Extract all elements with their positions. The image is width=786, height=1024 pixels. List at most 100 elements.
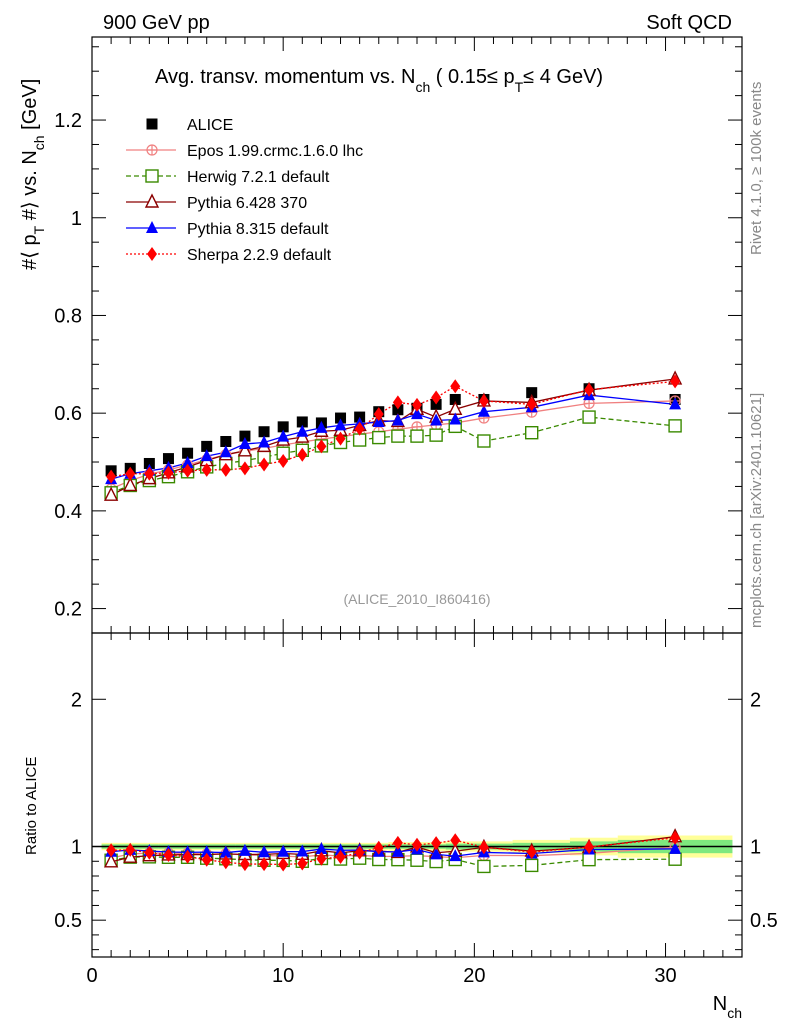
main-ylabel: #⟨ pT #⟩ vs. Nch [GeV] — [19, 79, 47, 270]
data-point — [182, 463, 193, 478]
ratio-point — [125, 842, 136, 857]
data-point — [125, 466, 136, 481]
ratio-y-tick-label: 0.5 — [54, 910, 82, 932]
ratio-point — [163, 847, 174, 862]
data-point — [392, 404, 404, 416]
ratio-point — [259, 857, 270, 872]
data-point — [354, 421, 365, 436]
ratio-point — [412, 837, 422, 852]
header-right: Soft QCD — [646, 12, 732, 34]
ratio-point — [278, 857, 289, 872]
ratio-frame — [91, 632, 743, 958]
ratio-point — [201, 852, 212, 867]
data-point — [477, 404, 490, 417]
ratio-series — [103, 828, 683, 874]
data-point — [670, 374, 681, 389]
legend-label: Sherpa 2.2.9 default — [187, 247, 332, 264]
y-tick-label: 0.2 — [54, 599, 82, 621]
data-point — [296, 424, 309, 437]
data-point — [449, 412, 462, 425]
legend-marker — [145, 169, 159, 183]
ratio-point — [410, 853, 424, 867]
rivet-label: Rivet 4.1.0, ≥ 100k events — [748, 82, 765, 255]
x-tick-label: 10 — [272, 965, 294, 987]
ratio-point — [430, 847, 443, 860]
x-tick-label: 0 — [86, 965, 97, 987]
data-point — [259, 457, 270, 472]
legend-marker — [144, 193, 160, 208]
ratio-point — [335, 850, 346, 865]
series-markers — [106, 374, 681, 484]
y-tick-label: 1 — [71, 208, 82, 230]
main-series — [103, 370, 683, 501]
legend-label: Pythia 6.428 370 — [187, 195, 307, 212]
ratio-point — [106, 843, 117, 858]
data-point — [335, 431, 346, 446]
data-point — [391, 429, 405, 443]
ratio-series — [106, 830, 681, 872]
data-point — [220, 462, 231, 477]
data-point — [410, 429, 424, 443]
data-point — [334, 418, 347, 431]
y-tick-label: 1.2 — [54, 110, 82, 132]
data-point — [258, 435, 271, 448]
ratio-point — [584, 839, 595, 854]
data-point — [335, 412, 347, 424]
data-point — [526, 387, 538, 399]
legend-marker — [146, 221, 158, 233]
data-point — [201, 462, 212, 477]
data-point — [582, 410, 596, 424]
legend-entry: Herwig 7.2.1 default — [126, 169, 330, 186]
legend-entry: Epos 1.99.crmc.1.6.0 lhc — [126, 143, 363, 160]
data-point — [143, 457, 155, 469]
data-point — [201, 440, 213, 452]
main-axes: 0.2 0.4 0.6 0.8 1 1.2 — [54, 37, 743, 634]
data-point — [182, 447, 194, 459]
data-point — [477, 434, 491, 448]
legend-label: Herwig 7.2.1 default — [187, 169, 330, 186]
ratio-point — [354, 845, 365, 860]
ratio-point — [144, 845, 155, 860]
data-point — [669, 397, 682, 410]
data-point — [668, 419, 682, 433]
legend-label: Epos 1.99.crmc.1.6.0 lhc — [187, 143, 363, 160]
ratio-point — [450, 833, 461, 848]
ratio-point — [200, 845, 213, 858]
ratio-point — [316, 851, 327, 866]
data-point — [316, 439, 327, 454]
data-point — [258, 426, 270, 438]
y-tick-label: 0.4 — [54, 501, 82, 523]
data-point — [391, 413, 404, 426]
ratio-point — [373, 840, 384, 855]
data-point — [315, 420, 328, 433]
ratio-point — [525, 858, 539, 873]
data-point — [412, 397, 422, 412]
ratio-point — [277, 844, 290, 857]
ratio-y-tick-label-right: 2 — [750, 689, 761, 711]
ratio-point — [258, 845, 271, 858]
data-point — [450, 379, 461, 394]
data-point — [144, 466, 155, 481]
data-point — [278, 454, 289, 469]
legend-label: Pythia 8.315 default — [187, 221, 329, 238]
ratio-point — [315, 842, 328, 855]
data-point — [372, 430, 386, 445]
ratio-point — [297, 856, 308, 871]
data-point — [373, 407, 384, 422]
ratio-ylabel: Ratio to ALICE — [23, 757, 40, 855]
legend-entry: Pythia 8.315 default — [126, 221, 329, 238]
data-point — [162, 453, 174, 465]
data-point — [239, 430, 251, 442]
data-point — [181, 455, 194, 468]
ratio-point — [219, 845, 232, 858]
data-point — [449, 393, 461, 405]
ratio-point — [334, 843, 347, 856]
watermark: (ALICE_2010_I860416) — [343, 591, 490, 607]
data-point — [220, 435, 232, 447]
ratio-point — [103, 853, 119, 868]
ratio-y-tick-label-right: 1 — [750, 837, 761, 859]
data-point — [123, 476, 138, 492]
ratio-point — [526, 844, 537, 859]
ratio-line — [111, 837, 676, 866]
data-point — [237, 442, 253, 457]
